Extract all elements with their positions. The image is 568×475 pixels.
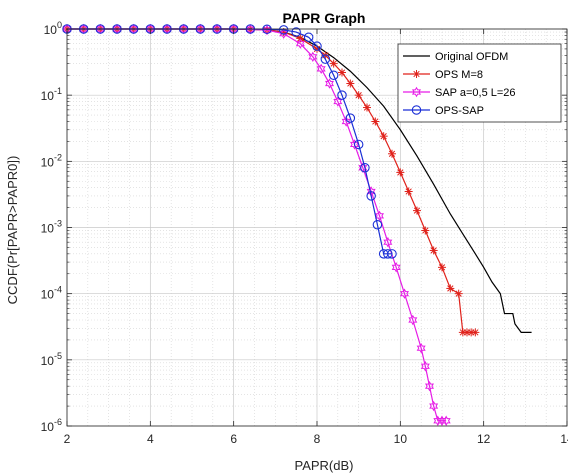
data-point-circle <box>291 27 301 37</box>
data-point-asterisk <box>412 70 421 78</box>
data-point-hexagram <box>308 51 318 63</box>
x-tick-labels: 2 4 6 8 10 12 14 <box>64 432 568 446</box>
y-tick-label-exponent: -1 <box>54 86 62 96</box>
data-point-circle <box>383 249 393 259</box>
data-point-hexagram <box>420 361 430 372</box>
x-tick-label: 2 <box>64 432 71 446</box>
data-point-asterisk <box>404 187 413 196</box>
data-point-asterisk <box>438 263 446 272</box>
x-axis-label: PAPR(dB) <box>295 458 354 473</box>
data-point-asterisk <box>363 103 371 112</box>
y-tick-label-exponent: -4 <box>54 285 62 295</box>
y-tick-label: 10-5 <box>41 351 62 368</box>
x-tick-label: 10 <box>394 432 408 446</box>
y-axis-label: CCDF(Pr[PAPR>PAPR0]) <box>5 156 20 305</box>
data-point-asterisk <box>388 149 396 158</box>
data-point-hexagram <box>324 78 335 89</box>
data-point-asterisk <box>346 79 355 88</box>
x-tick-label: 8 <box>314 432 321 446</box>
legend-entry-3: SAP a=0,5 L=26 <box>403 86 516 99</box>
data-point-hexagram <box>411 86 422 98</box>
y-tick-label-base: 10 <box>41 420 55 434</box>
y-tick-label: 10-3 <box>41 219 62 236</box>
data-point-hexagram <box>295 38 305 49</box>
data-point-hexagram <box>441 415 451 426</box>
data-point-asterisk <box>471 328 480 337</box>
y-tick-label: 10-1 <box>41 86 62 103</box>
data-point-asterisk <box>371 117 380 126</box>
legend-box <box>397 43 562 123</box>
data-point-hexagram <box>374 210 385 222</box>
legend-label: OPS M=8 <box>435 69 483 81</box>
y-tick-label-exponent: -3 <box>54 219 62 229</box>
data-point-hexagram <box>429 400 439 412</box>
data-point-asterisk <box>354 91 363 100</box>
data-point-hexagram <box>391 262 401 273</box>
y-tick-label-exponent: -6 <box>54 417 62 427</box>
data-point-asterisk <box>454 289 463 298</box>
data-point-asterisk <box>396 168 405 177</box>
data-point-circle <box>372 220 383 230</box>
data-point-hexagram <box>383 236 393 248</box>
data-point-circle <box>411 105 422 115</box>
chart-title: PAPR Graph <box>283 10 366 26</box>
legend: Original OFDM OPS M=8 SAP a=0,5 L=26 OPS-SA… <box>397 43 562 123</box>
data-point-asterisk <box>413 206 421 215</box>
data-point-circle <box>320 54 331 64</box>
data-point-hexagram <box>433 415 443 426</box>
x-tick-label: 14 <box>560 432 568 446</box>
legend-entry-2: OPS M=8 <box>403 69 483 81</box>
legend-entry-1: Original OFDM <box>403 51 508 63</box>
legend-label: OPS-SAP <box>435 105 484 117</box>
data-point-hexagram <box>399 288 410 299</box>
legend-label: Original OFDM <box>435 51 508 63</box>
axis-ticks <box>66 28 568 427</box>
data-point-circle <box>337 90 347 100</box>
data-point-asterisk <box>338 68 346 77</box>
data-point-circle <box>303 32 314 43</box>
data-point-circle <box>312 41 322 51</box>
data-point-circle <box>360 162 370 173</box>
y-tick-label-base: 10 <box>41 89 55 103</box>
y-tick-label: 10-6 <box>41 417 62 434</box>
legend-label: SAP a=0,5 L=26 <box>435 87 516 99</box>
x-tick-label: 12 <box>477 432 491 446</box>
data-point-hexagram <box>341 116 351 127</box>
y-tick-label-base: 10 <box>41 155 55 169</box>
data-point-asterisk <box>329 59 338 68</box>
data-point-hexagram <box>408 314 418 326</box>
y-tick-label: 10-2 <box>41 152 62 169</box>
y-tick-label-base: 10 <box>41 222 55 236</box>
y-tick-label: 10-4 <box>41 285 62 302</box>
y-tick-label-base: 10 <box>41 288 55 302</box>
y-tick-label-base: 10 <box>44 23 58 37</box>
data-point-asterisk <box>421 226 430 235</box>
y-tick-label-exponent: -2 <box>54 152 62 162</box>
x-tick-label: 4 <box>147 432 154 446</box>
data-point-hexagram <box>316 63 326 75</box>
y-tick-label-exponent: -5 <box>54 351 62 361</box>
y-tick-label-exponent: 0 <box>57 20 62 30</box>
data-point-hexagram <box>416 342 426 354</box>
data-point-circle <box>366 191 376 201</box>
data-point-asterisk <box>446 284 455 293</box>
data-point-circle <box>387 249 397 259</box>
data-point-hexagram <box>437 415 447 426</box>
legend-entry-4: OPS-SAP <box>403 105 484 117</box>
data-point-asterisk <box>296 34 305 43</box>
y-tick-label-base: 10 <box>41 354 55 368</box>
data-point-asterisk <box>429 246 438 255</box>
x-tick-label: 6 <box>230 432 237 446</box>
data-point-circle <box>278 25 289 35</box>
data-point-circle <box>345 113 356 123</box>
data-point-circle <box>353 139 364 150</box>
y-tick-label: 100 <box>44 20 62 37</box>
data-point-hexagram <box>424 380 435 392</box>
data-point-circle <box>328 70 339 80</box>
data-point-asterisk <box>379 132 388 141</box>
